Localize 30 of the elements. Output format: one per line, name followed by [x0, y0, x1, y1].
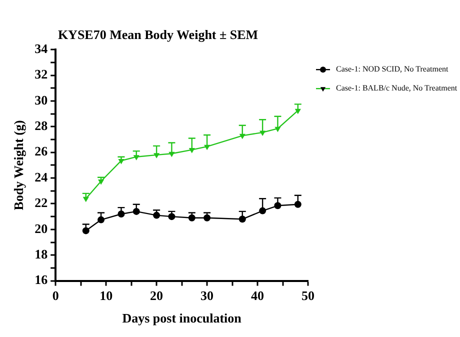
y-tick-label: 18	[34, 246, 48, 262]
point	[82, 227, 90, 234]
point	[132, 208, 140, 215]
legend-label: Case-1: BALB/c Nude, No Treatment	[336, 84, 458, 93]
point	[294, 200, 302, 208]
y-tick-label: 34	[34, 40, 48, 56]
y-tick-label: 20	[34, 220, 48, 236]
y-tick-label: 28	[34, 118, 48, 134]
point	[204, 214, 211, 222]
point	[154, 153, 160, 158]
x-axis-title: Days post inoculation	[122, 310, 242, 326]
point	[260, 130, 266, 136]
point	[153, 212, 160, 219]
x-tick-label: 50	[302, 288, 314, 303]
x-tick-label: 40	[251, 288, 264, 303]
y-tick-label: 30	[34, 92, 48, 108]
point	[133, 155, 140, 160]
y-tick-label: 24	[34, 169, 48, 184]
x-tick-label: 20	[150, 288, 164, 303]
y-tick-label: 32	[34, 66, 48, 82]
y-tick-label: 26	[34, 144, 48, 159]
x-tick-label: 30	[200, 288, 214, 303]
x-tick-label: 10	[100, 288, 113, 303]
chart-title: KYSE70 Mean Body Weight ± SEM	[58, 27, 258, 42]
point	[188, 214, 196, 222]
y-tick-label: 16	[34, 272, 48, 288]
legend-label: Case-1: NOD SCID, No Treatment	[336, 64, 449, 74]
y-axis-title: Body Weight (g)	[11, 120, 26, 210]
y-tick-label: 22	[34, 195, 48, 210]
x-tick-label: 0	[52, 288, 59, 303]
